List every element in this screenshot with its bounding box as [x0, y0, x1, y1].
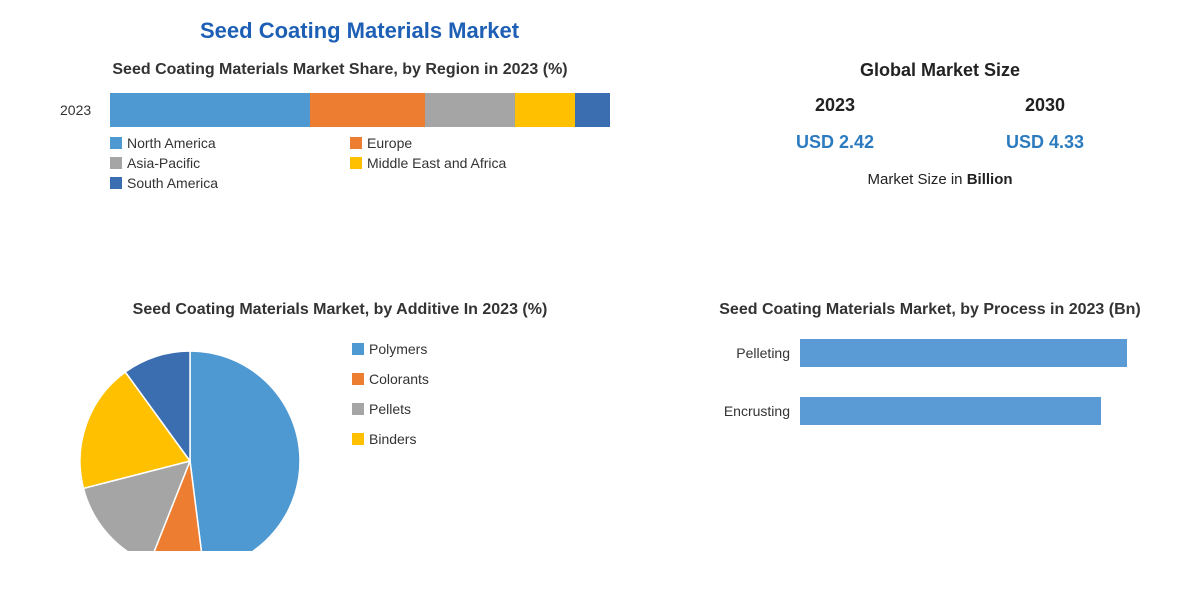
legend-swatch-icon [352, 373, 364, 385]
region-legend: North America Europe Asia-Pacific Middle Ea… [110, 135, 620, 191]
additive-pie-chart: Seed Coating Materials Market, by Additi… [60, 300, 620, 551]
legend-swatch-icon [110, 177, 122, 189]
legend-item: South America [110, 175, 330, 191]
hbar-fill [800, 397, 1101, 425]
legend-item: Europe [350, 135, 570, 151]
legend-item: Polymers [352, 341, 429, 357]
legend-label: Middle East and Africa [367, 155, 506, 171]
market-size-years: 2023 2030 [730, 95, 1150, 116]
market-size-year-2: 2030 [1025, 95, 1065, 116]
market-size-panel: Global Market Size 2023 2030 USD 2.42 US… [730, 60, 1150, 188]
stacked-segment [425, 93, 515, 127]
market-size-title: Global Market Size [730, 60, 1150, 81]
legend-swatch-icon [352, 433, 364, 445]
hbar-track [800, 339, 1160, 367]
legend-item: Asia-Pacific [110, 155, 330, 171]
stacked-segment [515, 93, 575, 127]
additive-chart-title: Seed Coating Materials Market, by Additi… [60, 300, 620, 321]
process-bar-chart: Seed Coating Materials Market, by Proces… [700, 300, 1160, 455]
pie-svg [60, 331, 320, 551]
legend-swatch-icon [110, 137, 122, 149]
main-title: Seed Coating Materials Market [200, 18, 519, 44]
region-chart-title: Seed Coating Materials Market Share, by … [60, 60, 620, 81]
stacked-segment [575, 93, 610, 127]
hbar-row: Pelleting [700, 339, 1160, 367]
stacked-bar [110, 93, 610, 127]
market-size-note: Market Size in Billion [730, 171, 1150, 188]
stacked-segment [110, 93, 310, 127]
legend-swatch-icon [350, 137, 362, 149]
legend-label: Polymers [369, 341, 427, 357]
legend-item: Colorants [352, 371, 429, 387]
legend-item: Binders [352, 431, 429, 447]
market-size-note-prefix: Market Size in [867, 171, 966, 188]
legend-swatch-icon [350, 157, 362, 169]
legend-item: North America [110, 135, 330, 151]
hbar-label: Pelleting [700, 345, 800, 361]
pie-wrapper [60, 331, 320, 551]
hbar-row: Encrusting [700, 397, 1160, 425]
additive-chart-body: Polymers Colorants Pellets Binders [60, 331, 620, 551]
market-size-values: USD 2.42 USD 4.33 [730, 132, 1150, 153]
pie-slice [190, 351, 300, 551]
pie-legend: Polymers Colorants Pellets Binders [352, 341, 429, 447]
hbar-fill [800, 339, 1127, 367]
stacked-bar-row: 2023 [60, 93, 620, 127]
market-size-value-2: USD 4.33 [1006, 132, 1084, 153]
legend-label: South America [127, 175, 218, 191]
legend-label: Europe [367, 135, 412, 151]
legend-item: Pellets [352, 401, 429, 417]
legend-label: Binders [369, 431, 416, 447]
market-size-note-bold: Billion [967, 171, 1013, 188]
market-size-value-1: USD 2.42 [796, 132, 874, 153]
process-bars-container: Pelleting Encrusting [700, 339, 1160, 425]
legend-swatch-icon [352, 343, 364, 355]
legend-label: Colorants [369, 371, 429, 387]
market-size-year-1: 2023 [815, 95, 855, 116]
stacked-segment [310, 93, 425, 127]
process-chart-title: Seed Coating Materials Market, by Proces… [700, 300, 1160, 321]
legend-label: North America [127, 135, 216, 151]
legend-swatch-icon [110, 157, 122, 169]
legend-label: Asia-Pacific [127, 155, 200, 171]
region-share-chart: Seed Coating Materials Market Share, by … [60, 60, 620, 191]
legend-item: Middle East and Africa [350, 155, 570, 171]
hbar-label: Encrusting [700, 403, 800, 419]
stacked-bar-year-label: 2023 [60, 102, 110, 118]
hbar-track [800, 397, 1160, 425]
legend-swatch-icon [352, 403, 364, 415]
legend-label: Pellets [369, 401, 411, 417]
